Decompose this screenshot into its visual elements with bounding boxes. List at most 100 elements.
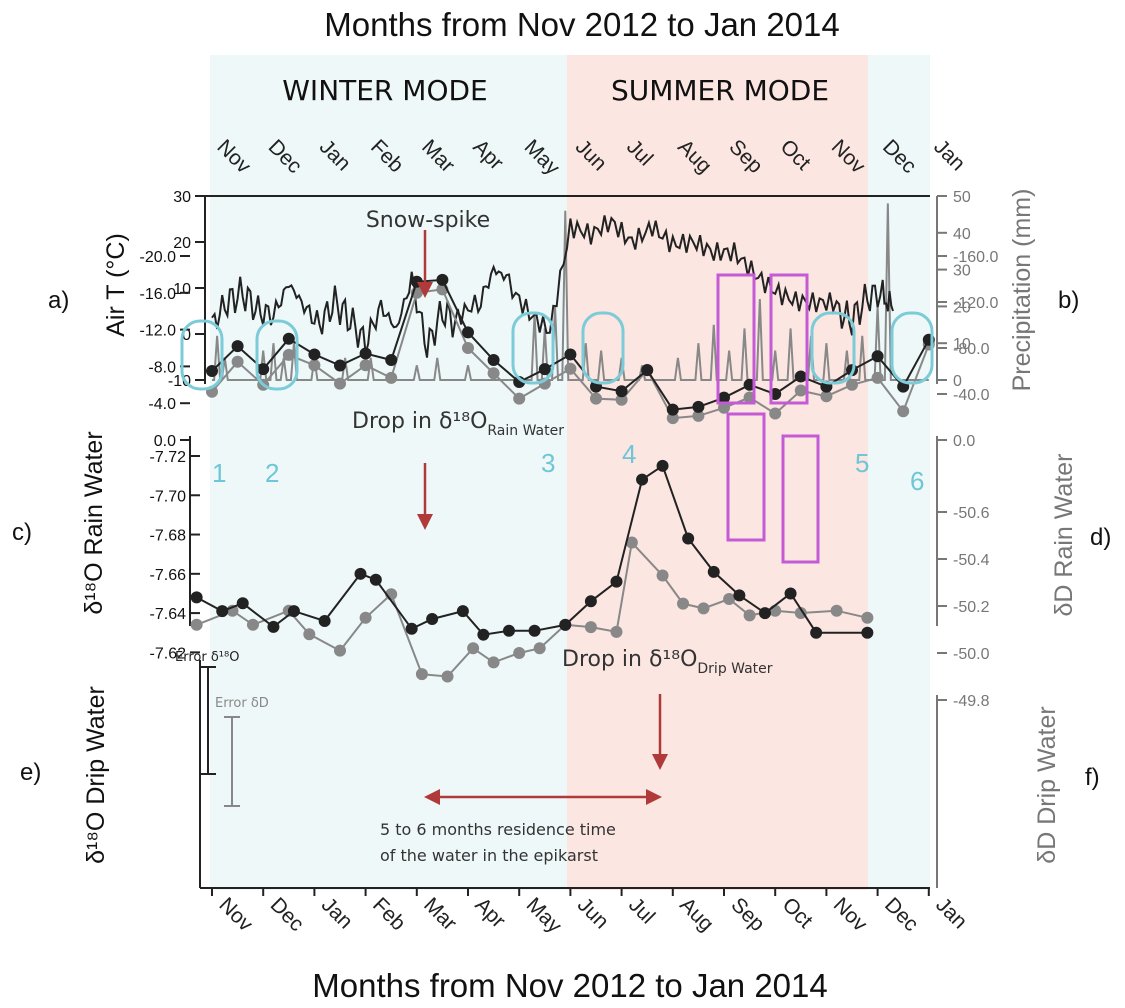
ylabel-dd-drip: δD Drip Water	[1033, 706, 1061, 863]
purple-boxes	[716, 273, 820, 564]
dd-rain-point	[615, 393, 628, 406]
month-bottom-label: Jan	[931, 893, 971, 933]
axis-d-tick-label: -40.0	[953, 387, 990, 404]
d18o-drip-point	[636, 473, 649, 486]
dd-rain-point	[359, 359, 372, 372]
event-number-6: 6	[910, 466, 924, 496]
month-bottom-label: Apr	[470, 893, 509, 932]
d18o-rain-point	[692, 400, 705, 413]
d18o-drip-point	[810, 626, 823, 639]
month-bottom-label: Dec	[880, 893, 923, 936]
d18o-drip-point	[354, 567, 367, 580]
dd-rain-point	[385, 371, 398, 384]
d18o-drip-point	[656, 459, 669, 472]
cyan-box-3	[511, 311, 555, 385]
dd-drip-point	[697, 602, 710, 615]
d18o-drip-point	[758, 607, 771, 620]
dd-rain-point	[564, 362, 577, 375]
axis-e-tick-label: -7.64	[150, 606, 187, 623]
d18o-drip-point	[610, 575, 623, 588]
axis-a-tick-label: 30	[173, 189, 191, 206]
d18o-rain-point	[231, 340, 244, 353]
dd-drip-point	[246, 618, 259, 631]
error-bar-d18o	[200, 666, 216, 775]
panel-label-c: c)	[12, 519, 32, 546]
dd-drip-point	[861, 611, 874, 624]
panel-label-a: a)	[48, 287, 69, 314]
axis-c-tick-label: -12.0	[140, 323, 177, 340]
d18o-rain-point	[308, 348, 321, 361]
axis-b-tick-label: 50	[953, 189, 971, 206]
d18o-drip-point	[405, 622, 418, 635]
month-bottom-label: Nov	[214, 893, 257, 936]
month-bottom-label: Oct	[778, 893, 817, 932]
d18o-rain-point	[718, 391, 730, 404]
air-temperature-series	[211, 215, 894, 358]
axis-b-tick-label: 0	[953, 373, 962, 390]
axis-f-tick-label: -50.0	[953, 646, 990, 663]
drop-rain-main: Drop in δ¹⁸O	[352, 409, 487, 434]
d18o-drip-point	[267, 620, 280, 633]
d18o-rain-point	[641, 364, 654, 377]
axis-d-tick-label: -160.0	[953, 249, 998, 266]
snow-spike-arrow	[417, 230, 433, 298]
event-number-2: 2	[265, 458, 279, 488]
drop-drip-main: Drop in δ¹⁸O	[562, 647, 697, 672]
d18o-rain-point	[359, 347, 372, 360]
d18o-drip-point	[426, 612, 439, 625]
axes-group: 3020100-10504030201000.0-4.0-8.0-12.0-16…	[140, 189, 998, 896]
ylabel-d18o-rain: δ¹⁸O Rain Water	[80, 431, 108, 614]
dd-rain-point	[308, 359, 321, 372]
month-bottom-label: Jun	[573, 893, 613, 933]
month-bottom-label: Feb	[368, 893, 410, 935]
month-bottom-label: Sep	[726, 893, 769, 936]
event-number-1: 1	[212, 458, 226, 488]
dd-rain-point	[871, 371, 884, 384]
d18o-drip-point	[369, 573, 382, 586]
dd-rain-point	[513, 392, 526, 405]
dd-drip-point	[584, 621, 597, 634]
d18o-rain-point	[487, 353, 500, 366]
dd-rain-point	[897, 405, 910, 418]
dd-rain-point	[487, 367, 500, 380]
month-bottom-label: Nov	[829, 893, 872, 936]
panel-label-d: d)	[1090, 524, 1111, 551]
axis-c-tick-label: -20.0	[140, 249, 177, 266]
cyan-box-1	[180, 319, 224, 391]
month-top-label: Jan	[929, 135, 969, 175]
d18o-drip-point	[502, 624, 515, 637]
snow-spike-label: Snow-spike	[366, 208, 490, 233]
d18o-rain-point	[564, 348, 577, 361]
event-number-5: 5	[855, 448, 869, 478]
axis-f-tick-label: -50.6	[953, 505, 990, 522]
dd-rain-point	[820, 390, 833, 403]
dd-drip-point	[677, 597, 690, 610]
axis-e-tick-label: -7.68	[150, 528, 187, 545]
dd-rain-point	[846, 378, 858, 391]
drop-drip-sub: Drip Water	[697, 661, 772, 677]
panel-e-plot	[190, 459, 874, 683]
month-bottom-label: Aug	[675, 893, 718, 936]
axis-d-tick-label: 0.0	[953, 433, 975, 450]
d18o-drip-point	[477, 628, 490, 641]
d18o-drip-point	[682, 532, 695, 545]
winter-mode-label: WINTER MODE	[282, 74, 488, 107]
dd-rain-point	[590, 392, 602, 405]
drop-rain-arrow	[417, 463, 433, 530]
dd-drip-point	[723, 592, 736, 605]
event-number-3: 3	[541, 448, 555, 478]
month-bottom-label: May	[522, 893, 567, 938]
axis-d-tick-label: -80.0	[953, 341, 990, 358]
winter-band-right	[868, 55, 930, 890]
axis-e-tick-label: -7.70	[150, 488, 187, 505]
purple-box-a2	[769, 273, 809, 405]
cyan-box-2	[255, 319, 299, 391]
month-bottom-label: Dec	[266, 893, 309, 936]
axis-b-tick-label: 10	[953, 336, 971, 353]
dd-drip-point	[625, 536, 638, 549]
title-top: Months from Nov 2012 to Jan 2014	[324, 6, 839, 43]
d18o-drip-point	[318, 614, 331, 627]
d18o-rain-point	[666, 403, 679, 416]
dd-rain-point	[334, 377, 346, 390]
purple-box-c2	[781, 434, 820, 564]
